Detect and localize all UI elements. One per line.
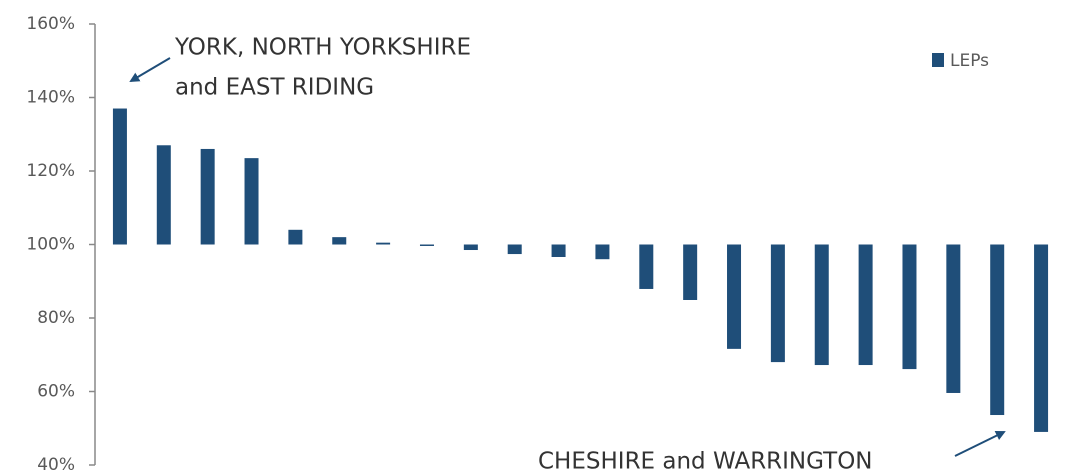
bar	[595, 244, 610, 260]
bar	[814, 244, 829, 366]
bar	[419, 244, 434, 246]
bar	[639, 244, 654, 289]
y-tick-label: 120%	[26, 161, 75, 181]
bar	[200, 148, 215, 245]
y-tick-label: 80%	[37, 308, 75, 328]
bar	[551, 244, 566, 257]
y-tick-label: 140%	[26, 88, 75, 108]
annotation-arrow	[129, 57, 171, 83]
legend-label: LEPs	[950, 51, 989, 71]
bar	[727, 244, 742, 349]
bar	[507, 244, 522, 255]
annotation: CHESHIRE and WARRINGTON	[538, 449, 873, 475]
bar	[156, 145, 171, 245]
y-tick-label: 160%	[26, 14, 75, 34]
annotation: YORK, NORTH YORKSHIRE	[174, 35, 471, 61]
bar	[858, 244, 873, 366]
bar	[332, 237, 347, 245]
y-tick-label: 100%	[26, 235, 75, 255]
bar	[1034, 244, 1049, 432]
bar	[683, 244, 698, 300]
annotation: and EAST RIDING	[175, 75, 374, 101]
annotation-arrow	[954, 431, 1006, 457]
bar	[770, 244, 785, 363]
y-tick-label: 60%	[37, 382, 75, 402]
bar	[902, 244, 917, 370]
bar	[990, 244, 1005, 416]
legend-swatch	[932, 53, 944, 67]
bar	[463, 244, 478, 251]
bar	[288, 229, 303, 245]
bar	[112, 108, 127, 245]
bar	[244, 158, 259, 245]
y-tick-label: 40%	[37, 455, 75, 475]
bar	[946, 244, 961, 393]
bar	[376, 242, 391, 245]
